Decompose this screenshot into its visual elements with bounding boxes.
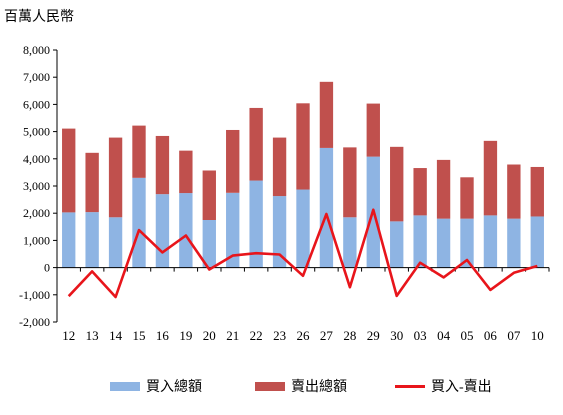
bar-sell	[460, 177, 474, 219]
legend-item-buy: 買入總額	[110, 376, 202, 396]
bar-buy	[249, 180, 263, 268]
x-tick-label: 19	[179, 328, 192, 343]
x-tick-label: 15	[133, 328, 146, 343]
bar-sell	[343, 147, 357, 218]
y-tick-label: 1,000	[23, 233, 50, 247]
y-tick-label: 8,000	[23, 43, 50, 57]
y-tick-label: 7,000	[23, 70, 50, 84]
bar-sell	[507, 164, 521, 219]
x-tick-label: 22	[250, 328, 263, 343]
bar-sell	[483, 140, 498, 216]
bar-sell	[366, 103, 380, 157]
bar-sell	[436, 159, 451, 219]
legend-item-net: 買入-賣出	[395, 376, 492, 396]
y-tick-label: -2,000	[19, 315, 50, 329]
legend-swatch-sell	[255, 381, 285, 391]
x-tick-label: 21	[226, 328, 239, 343]
bar-buy	[460, 218, 474, 268]
bar-buy	[108, 217, 123, 268]
y-tick-label: 5,000	[23, 125, 50, 139]
bar-sell	[226, 129, 240, 193]
legend-label-buy: 買入總額	[146, 380, 202, 395]
legend-label-sell: 賣出總額	[291, 380, 347, 395]
x-tick-label: 16	[156, 328, 170, 343]
bar-buy	[226, 192, 240, 268]
bar-sell	[530, 166, 544, 217]
x-tick-label: 26	[297, 328, 311, 343]
x-tick-label: 06	[484, 328, 498, 343]
x-tick-label: 04	[437, 328, 451, 343]
x-tick-label: 03	[414, 328, 427, 343]
legend-label-net: 買入-賣出	[431, 380, 492, 395]
bar-sell	[202, 170, 216, 220]
x-tick-label: 28	[343, 328, 356, 343]
bar-sell	[62, 128, 76, 213]
line-series	[67, 208, 538, 299]
x-tick-label: 29	[367, 328, 380, 343]
bar-sell	[272, 137, 287, 197]
bar-buy	[132, 177, 146, 268]
bar-buy	[390, 221, 404, 268]
bar-sell	[132, 125, 146, 178]
bar-buy	[62, 212, 76, 268]
bar-buy	[436, 218, 451, 268]
x-axis: 12 13 14 15 16 19 20 21 22 23 26 27 28 29 30 03 04 05 06 07…	[56, 267, 550, 343]
legend-swatch-buy	[110, 381, 140, 391]
bar-sell	[390, 146, 404, 222]
bar-buy	[202, 220, 216, 268]
bar-sell	[319, 81, 334, 148]
unit-label: 百萬人民幣	[4, 10, 74, 25]
bar-sell	[155, 135, 170, 195]
x-tick-label: 30	[390, 328, 403, 343]
legend-swatch-net	[395, 384, 425, 388]
bar-sell	[249, 107, 263, 181]
bar-buy	[413, 215, 427, 268]
bar-sell	[296, 103, 310, 190]
bar-sell	[85, 152, 99, 213]
bars	[62, 81, 544, 268]
x-tick-label: 13	[86, 328, 99, 343]
bar-buy	[343, 217, 357, 268]
bar-sell	[413, 168, 427, 216]
bar-buy	[507, 218, 521, 268]
bar-buy	[319, 147, 334, 268]
y-tick-label: 6,000	[23, 97, 50, 111]
y-tick-label: 4,000	[23, 152, 50, 166]
bar-buy	[530, 216, 544, 268]
y-tick-label: 0	[44, 261, 50, 275]
y-tick-label: 3,000	[23, 179, 50, 193]
bar-buy	[85, 212, 99, 268]
x-tick-label: 14	[109, 328, 123, 343]
x-tick-label: 20	[203, 328, 216, 343]
bar-buy	[296, 189, 310, 268]
x-tick-label: 23	[273, 328, 286, 343]
legend-item-sell: 賣出總額	[255, 376, 347, 396]
net-line	[67, 208, 538, 299]
y-axis: -2,000 -1,000 0 1,000 2,000 3,000 4,000 5,000 6,…	[19, 43, 58, 329]
y-tick-label: 2,000	[23, 206, 50, 220]
bar-buy	[272, 196, 287, 268]
x-tick-label: 10	[531, 328, 544, 343]
bar-buy	[483, 215, 498, 268]
y-tick-label: -1,000	[19, 288, 50, 302]
x-tick-label: 12	[62, 328, 75, 343]
x-tick-label: 27	[320, 328, 334, 343]
bar-sell	[108, 137, 123, 218]
bar-sell	[179, 150, 193, 194]
x-tick-label: 07	[507, 328, 521, 343]
bar-buy	[155, 194, 170, 268]
x-tick-label: 05	[461, 328, 474, 343]
bar-buy	[179, 193, 193, 268]
